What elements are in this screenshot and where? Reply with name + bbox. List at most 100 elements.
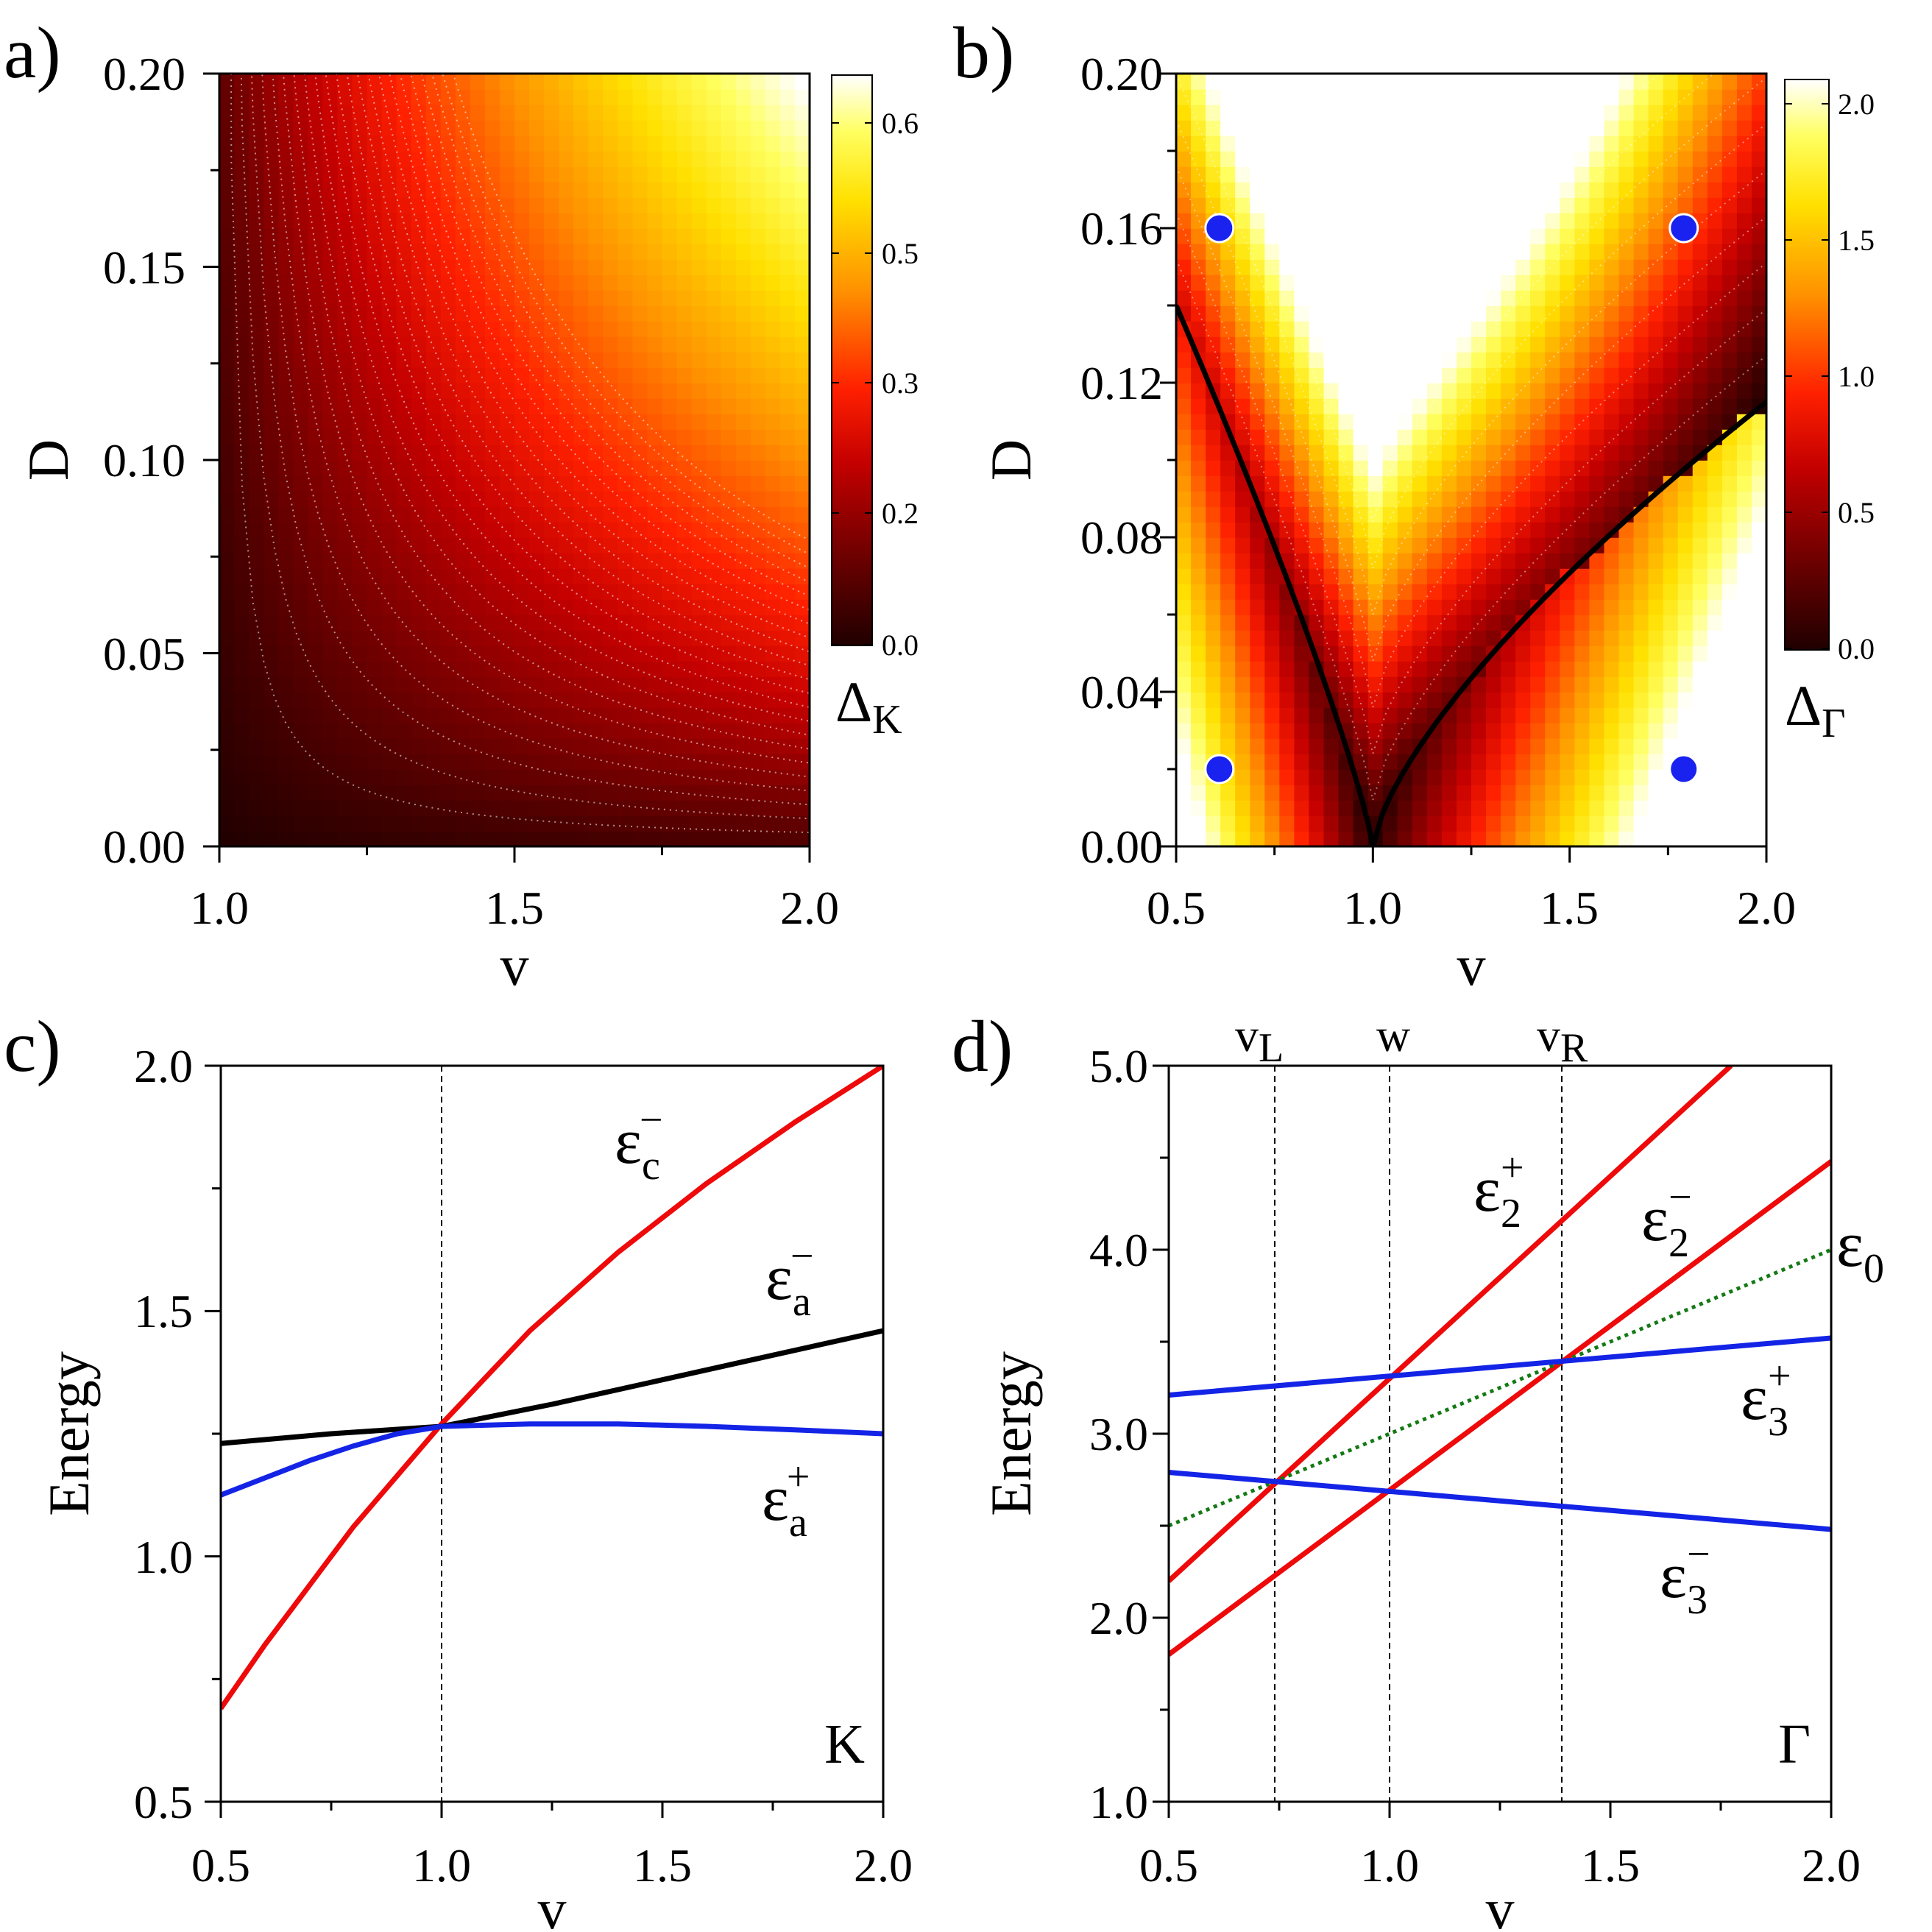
- heat-cell: [337, 135, 353, 152]
- heat-cell: [278, 815, 294, 832]
- heat-cell: [441, 785, 456, 801]
- heat-cell: [367, 676, 383, 693]
- heat-cell: [249, 723, 264, 739]
- heat-cell: [234, 645, 250, 662]
- heat-cell: [367, 445, 383, 461]
- heat-cell: [263, 769, 279, 785]
- heat-cell: [234, 182, 250, 198]
- heat-cell: [397, 661, 412, 677]
- heat-cell: [411, 414, 427, 430]
- heat-cell: [308, 305, 323, 322]
- heat-cell: [278, 630, 294, 646]
- heat-cell: [441, 584, 456, 600]
- heat-cell: [234, 445, 250, 461]
- heat-cell: [352, 738, 367, 754]
- heat-cell: [441, 244, 456, 260]
- heat-cell: [367, 213, 383, 229]
- heat-cell: [441, 815, 456, 832]
- heat-cell: [382, 475, 397, 492]
- heat-cell: [322, 228, 338, 244]
- heat-cell: [352, 475, 367, 492]
- heat-cell: [308, 738, 323, 754]
- heat-cell: [382, 244, 397, 260]
- heat-cell: [382, 414, 397, 430]
- heat-cell: [234, 197, 250, 213]
- heat-cell: [293, 491, 308, 507]
- heat-cell: [308, 599, 323, 615]
- heat-cell: [234, 522, 250, 538]
- heat-cell: [322, 754, 338, 770]
- heat-cell: [249, 537, 264, 553]
- heat-cell: [234, 74, 250, 90]
- heat-cell: [411, 429, 427, 445]
- heat-cell: [337, 630, 353, 646]
- heat-cell: [234, 568, 250, 584]
- heat-cell: [337, 831, 353, 847]
- heat-cell: [337, 290, 353, 306]
- heat-cell: [219, 383, 235, 399]
- heat-cell: [249, 676, 264, 693]
- heat-cell: [367, 151, 383, 167]
- heat-cell: [234, 599, 250, 615]
- heat-cell: [234, 785, 250, 801]
- heat-cell: [397, 336, 412, 353]
- heat-cell: [456, 615, 471, 631]
- heat-cell: [263, 645, 279, 662]
- heat-cell: [337, 429, 353, 445]
- heat-cell: [234, 738, 250, 754]
- heat-cell: [249, 522, 264, 538]
- heat-cell: [337, 584, 353, 600]
- heat-cell: [263, 692, 279, 708]
- heat-cell: [219, 491, 235, 507]
- heat-cell: [219, 676, 235, 693]
- heat-cell: [322, 89, 338, 105]
- heat-cell: [249, 475, 264, 492]
- heat-cell: [382, 537, 397, 553]
- heat-cell: [367, 244, 383, 260]
- heat-cell: [293, 259, 308, 275]
- heat-cell: [441, 661, 456, 677]
- heat-cell: [308, 336, 323, 353]
- heat-cell: [382, 707, 397, 723]
- heat-cell: [234, 429, 250, 445]
- heat-cell: [456, 584, 471, 600]
- heat-cell: [397, 259, 412, 275]
- heat-cell: [352, 630, 367, 646]
- heat-cell: [352, 228, 367, 244]
- heat-cell: [249, 491, 264, 507]
- heat-cell: [397, 475, 412, 492]
- heat-cell: [441, 831, 456, 847]
- heat-cell: [456, 305, 471, 322]
- heat-cell: [322, 506, 338, 523]
- heat-cell: [382, 352, 397, 368]
- heat-cell: [293, 630, 308, 646]
- heat-cell: [278, 445, 294, 461]
- heat-cell: [397, 414, 412, 430]
- heat-cell: [382, 213, 397, 229]
- heat-cell: [234, 661, 250, 677]
- heat-cell: [308, 182, 323, 198]
- heat-cell: [411, 321, 427, 337]
- heat-cell: [308, 445, 323, 461]
- heat-cell: [397, 723, 412, 739]
- heat-cell: [367, 506, 383, 523]
- heat-cell: [263, 259, 279, 275]
- heat-cell: [249, 259, 264, 275]
- heat-cell: [411, 336, 427, 353]
- heat-cell: [322, 537, 338, 553]
- heat-cell: [293, 707, 308, 723]
- heat-cell: [411, 367, 427, 383]
- heat-cell: [234, 815, 250, 832]
- heat-cell: [249, 815, 264, 832]
- heat-cell: [426, 414, 442, 430]
- heat-cell: [456, 321, 471, 337]
- heat-cell: [249, 213, 264, 229]
- heat-cell: [278, 244, 294, 260]
- heat-cell: [337, 475, 353, 492]
- figure: a) 1.0 1.5 2.0 0.00 0.05 0.10 0.15 0.20 …: [0, 0, 1932, 1932]
- heat-cell: [397, 213, 412, 229]
- heat-cell: [456, 522, 471, 538]
- heat-cell: [263, 599, 279, 615]
- heat-cell: [367, 522, 383, 538]
- heat-cell: [367, 336, 383, 353]
